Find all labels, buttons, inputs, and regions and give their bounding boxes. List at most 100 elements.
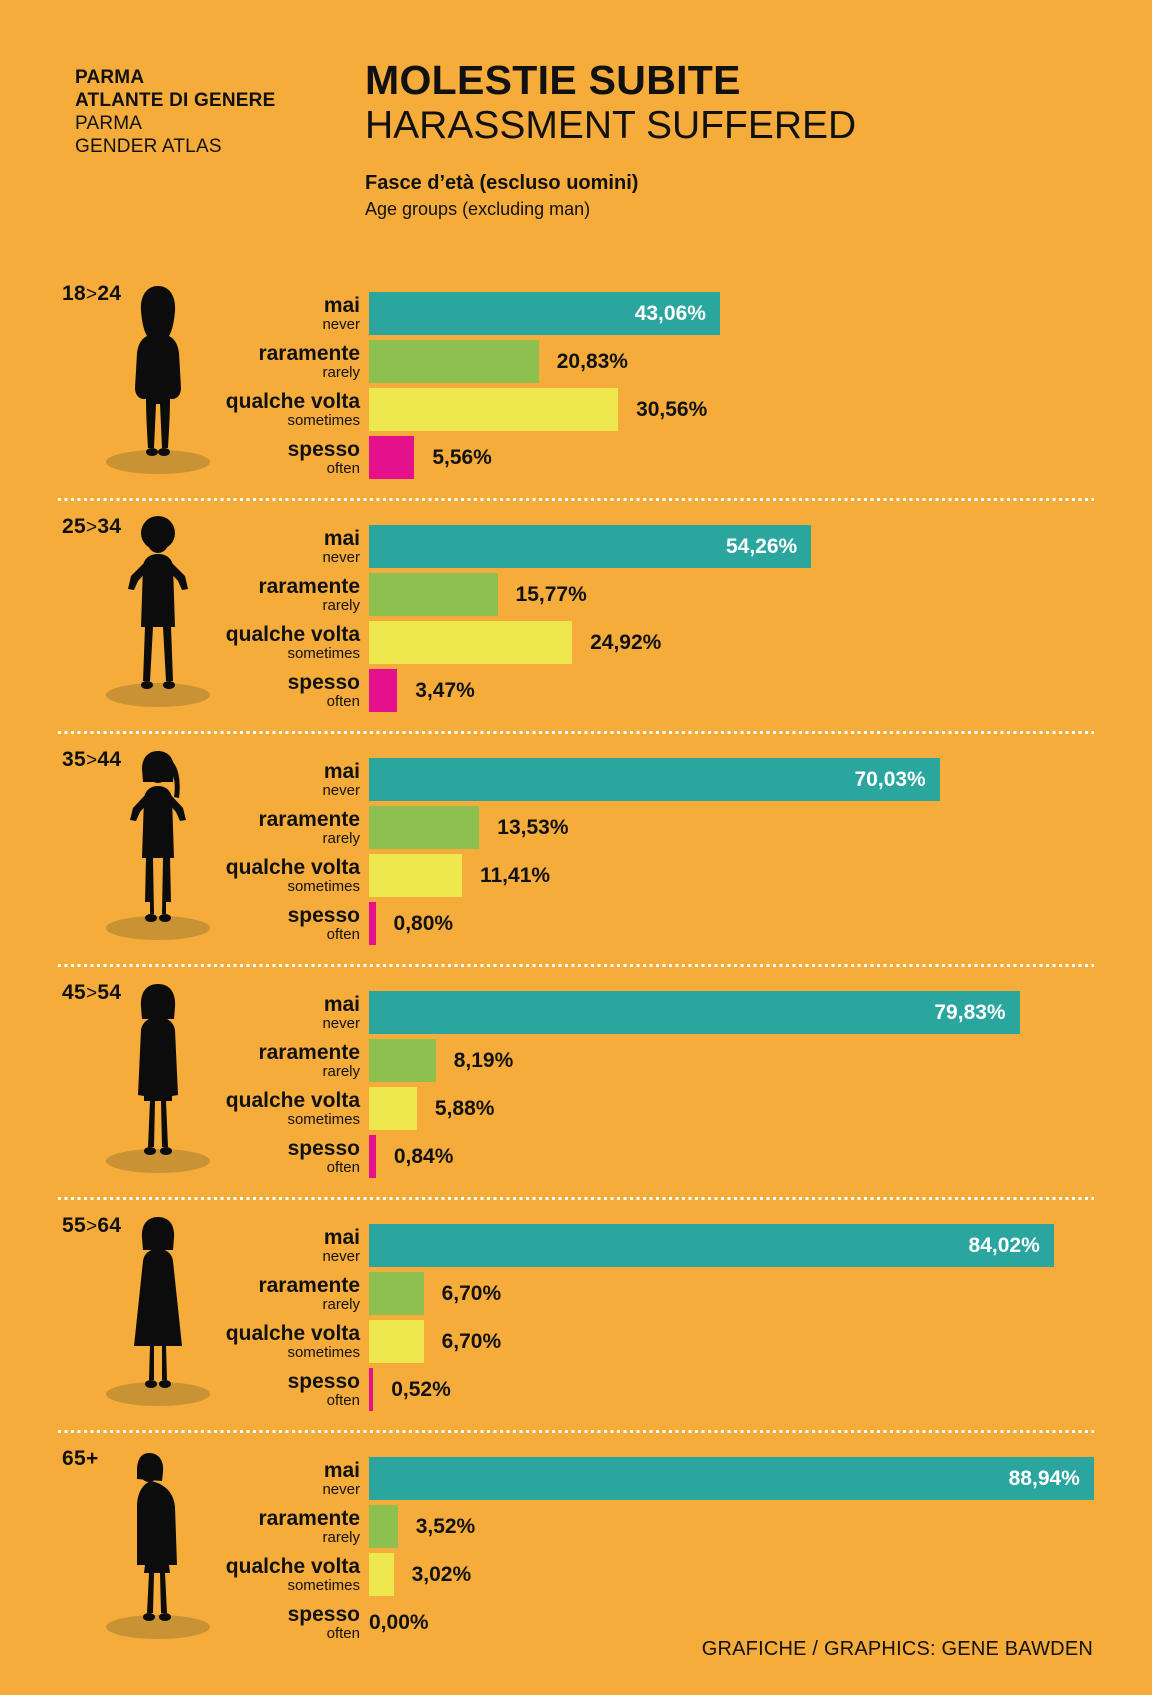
bar-label-italian: qualche volta	[225, 622, 360, 646]
bar-label-italian: spesso	[287, 1369, 360, 1393]
bar-value: 5,56%	[432, 446, 492, 469]
bar-value: 0,84%	[393, 1145, 454, 1168]
credit-text: GRAFICHE / GRAPHICS: GENE BAWDEN	[701, 1638, 1093, 1660]
bar-label: mai never	[0, 1457, 360, 1500]
age-group-section: 65+ mai never 88,94% raramente rarely 3,52% qua…	[0, 1433, 1152, 1666]
bar-value: 15,77%	[515, 583, 587, 606]
bar-row: spesso often 0,00%	[0, 1601, 1094, 1644]
bar-track: 20,83%	[369, 340, 1094, 383]
bar-label: qualche volta sometimes	[0, 854, 360, 897]
bar-label-english: sometimes	[287, 411, 360, 429]
bar-row: qualche volta sometimes 30,56%	[0, 388, 1094, 431]
age-group-label: 35>44	[62, 748, 122, 771]
bar-label-english: rarely	[322, 596, 360, 614]
bar-label-italian: raramente	[258, 1273, 360, 1297]
bar-sometimes	[369, 1320, 424, 1363]
bar-often	[369, 1135, 376, 1178]
bar-track: 5,56%	[369, 436, 1094, 479]
bar-row: mai never 70,03%	[0, 758, 1094, 801]
woman-25-34-figure	[88, 509, 228, 709]
bar-label: spesso often	[0, 1368, 360, 1411]
bar-label-italian: qualche volta	[225, 389, 360, 413]
bar-row: mai never 79,83%	[0, 991, 1094, 1034]
bar-sometimes	[369, 388, 619, 431]
age-group-section: 55>64 mai never 84,02% raramente rarely 6,70% q…	[0, 1200, 1152, 1433]
bar-label-italian: spesso	[287, 903, 360, 927]
bar-row: raramente rarely 8,19%	[0, 1039, 1094, 1082]
bar-label-italian: raramente	[258, 341, 360, 365]
bar-rarely	[369, 573, 498, 616]
brand-line: ATLANTE DI GENERE	[75, 90, 276, 111]
bar-label-italian: mai	[323, 1458, 360, 1482]
woman-18-24-figure	[88, 276, 228, 476]
bar-rows: mai never 88,94% raramente rarely 3,52% qualch…	[0, 1457, 1094, 1649]
bar-label-italian: raramente	[258, 574, 360, 598]
bar-value: 24,92%	[590, 631, 662, 654]
bar-label-italian: qualche volta	[225, 1554, 360, 1578]
bar-row: raramente rarely 15,77%	[0, 573, 1094, 616]
bar-label-english: sometimes	[287, 644, 360, 662]
bar-row: mai never 88,94%	[0, 1457, 1094, 1500]
bar-label-english: never	[322, 1247, 360, 1265]
bar-label: mai never	[0, 991, 360, 1034]
bar-value: 0,00%	[369, 1611, 429, 1634]
bar-sometimes	[369, 1087, 417, 1130]
bar-label-italian: spesso	[287, 437, 360, 461]
bar-track: 0,52%	[369, 1368, 1094, 1411]
bar-track: 84,02%	[369, 1224, 1094, 1267]
bar-track: 30,56%	[369, 388, 1094, 431]
age-group-section: 35>44 mai never 70,03% raramente rarely 13,53%…	[0, 734, 1152, 967]
bar-track: 43,06%	[369, 292, 1094, 335]
bar-label: qualche volta sometimes	[0, 1553, 360, 1596]
bar-label: qualche volta sometimes	[0, 388, 360, 431]
bar-label-english: sometimes	[287, 1110, 360, 1128]
bar-label-english: sometimes	[287, 1576, 360, 1594]
bar-label-italian: mai	[323, 1225, 360, 1249]
bar-label-italian: qualche volta	[225, 1088, 360, 1112]
bar-label: qualche volta sometimes	[0, 1320, 360, 1363]
bar-often	[369, 1368, 374, 1411]
bar-track: 15,77%	[369, 573, 1094, 616]
bar-never: 88,94%	[369, 1457, 1094, 1500]
bar-label-italian: qualche volta	[225, 855, 360, 879]
bar-value: 43,06%	[634, 302, 706, 325]
bar-label-english: sometimes	[287, 1343, 360, 1361]
bar-rows: mai never 79,83% raramente rarely 8,19% qualch…	[0, 991, 1094, 1183]
bar-row: raramente rarely 20,83%	[0, 340, 1094, 383]
bar-track: 6,70%	[369, 1320, 1094, 1363]
woman-45-54-figure	[88, 975, 228, 1175]
bar-label: raramente rarely	[0, 1272, 360, 1315]
bar-track: 79,83%	[369, 991, 1094, 1034]
bar-label-english: sometimes	[287, 877, 360, 895]
woman-65-plus-figure	[88, 1441, 228, 1641]
bar-never: 70,03%	[369, 758, 940, 801]
title-block: MOLESTIE SUBITE HARASSMENT SUFFERED Fasc…	[365, 58, 856, 220]
bar-never: 84,02%	[369, 1224, 1054, 1267]
bar-sometimes	[369, 621, 573, 664]
bar-track: 8,19%	[369, 1039, 1094, 1082]
bar-value: 6,70%	[441, 1330, 502, 1353]
bar-label-italian: raramente	[258, 1040, 360, 1064]
bar-label-english: rarely	[322, 1295, 360, 1313]
bar-value: 3,47%	[415, 679, 475, 702]
bar-track: 3,47%	[369, 669, 1094, 712]
bar-label-english: never	[322, 781, 360, 799]
bar-never: 54,26%	[369, 525, 812, 568]
bar-row: qualche volta sometimes 6,70%	[0, 1320, 1094, 1363]
bar-row: raramente rarely 13,53%	[0, 806, 1094, 849]
bar-rarely	[369, 1505, 398, 1548]
bar-value: 8,19%	[453, 1049, 514, 1072]
bar-label-italian: mai	[323, 526, 360, 550]
bar-rarely	[369, 806, 480, 849]
bar-label: mai never	[0, 292, 360, 335]
age-group-section: 45>54 mai never 79,83% raramente rarely 8,19% q…	[0, 967, 1152, 1200]
bar-often	[369, 902, 376, 945]
bar-label-english: rarely	[322, 829, 360, 847]
bar-row: mai never 43,06%	[0, 292, 1094, 335]
bar-label: mai never	[0, 525, 360, 568]
bar-often	[369, 436, 415, 479]
bar-label-english: never	[322, 315, 360, 333]
bar-label: raramente rarely	[0, 340, 360, 383]
bar-often	[369, 669, 398, 712]
bar-value: 84,02%	[968, 1234, 1040, 1257]
